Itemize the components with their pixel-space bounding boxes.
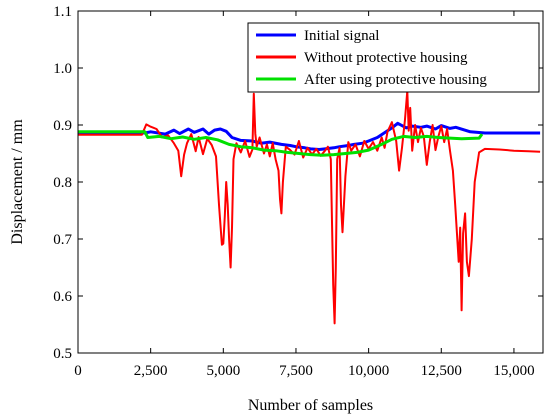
series-line-2 (78, 89, 541, 325)
x-tick-label: 0 (74, 363, 82, 379)
y-tick-label: 0.6 (53, 289, 72, 305)
series-line-3 (78, 130, 484, 157)
legend-label: After using protective housing (304, 72, 487, 88)
legend-box (247, 22, 540, 93)
x-tick-label: 12,500 (421, 363, 462, 379)
y-tick-label: 0.7 (53, 232, 72, 248)
series-line-1 (78, 121, 541, 151)
y-tick-label: 0.5 (53, 346, 72, 362)
x-tick-label: 5,000 (206, 363, 240, 379)
y-tick-label: 0.8 (53, 175, 72, 191)
x-axis-title: Number of samples (248, 397, 373, 414)
x-tick-label: 2,500 (134, 363, 168, 379)
legend-label: Initial signal (304, 28, 379, 44)
x-tick-label: 7,500 (279, 363, 313, 379)
y-tick-label: 1.1 (53, 4, 72, 20)
legend-label: Without protective housing (304, 50, 468, 66)
legend: Initial signal Without protective housing… (247, 22, 540, 93)
x-tick-label: 15,000 (493, 363, 534, 379)
y-tick-label: 0.9 (53, 118, 72, 134)
y-tick-label: 1.0 (53, 61, 72, 77)
x-tick-label: 10,000 (348, 363, 389, 379)
y-axis-title: Displacement / mm (9, 119, 26, 245)
series-layer (78, 89, 541, 325)
ticks-layer: 0 2,500 5,000 7,500 10,000 12,500 15,000 0.5 0.6… (53, 4, 543, 379)
